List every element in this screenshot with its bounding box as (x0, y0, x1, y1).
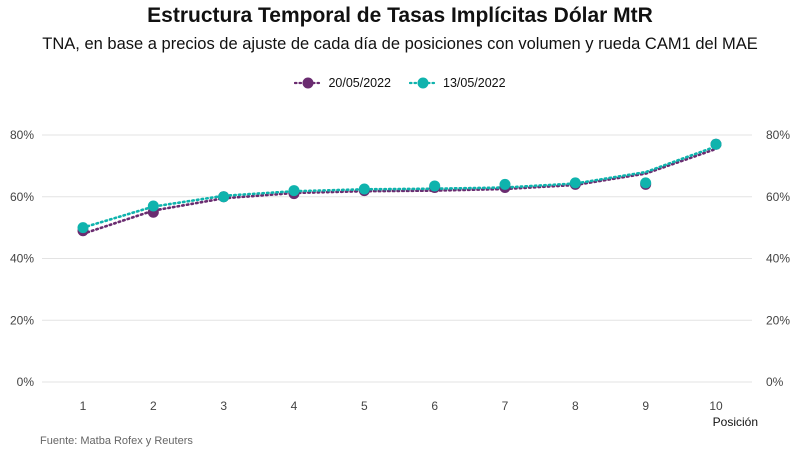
x-tick-label-9: 10 (709, 399, 723, 413)
y-tick-label-right-1: 20% (766, 313, 790, 327)
chart-title: Estructura Temporal de Tasas Implícitas … (147, 4, 653, 27)
legend-item-series-1: 20/05/2022 (294, 75, 391, 91)
legend-label-series-2: 13/05/2022 (443, 76, 506, 90)
series-2-point-10 (710, 138, 722, 150)
source-note: Fuente: Matba Rofex y Reuters (40, 435, 193, 447)
series-2-point-6 (429, 180, 441, 192)
series-2-point-1 (77, 222, 89, 234)
y-tick-label-left-2: 40% (10, 252, 34, 266)
x-tick-label-2: 3 (220, 399, 227, 413)
series-2-point-5 (358, 183, 370, 195)
series-2-point-8 (569, 177, 581, 189)
y-tick-label-right-2: 40% (766, 252, 790, 266)
x-tick-label-0: 1 (80, 399, 87, 413)
x-tick-label-8: 9 (642, 399, 649, 413)
y-tick-label-left-4: 80% (10, 128, 34, 142)
y-tick-label-right-0: 0% (766, 375, 784, 389)
y-tick-label-left-3: 60% (10, 190, 34, 204)
series-line-2 (81, 145, 718, 229)
series-line-1 (81, 147, 718, 236)
x-tick-label-5: 6 (431, 399, 438, 413)
series-2-point-2 (147, 200, 159, 212)
series-2-point-9 (640, 177, 652, 189)
legend-label-series-1: 20/05/2022 (328, 76, 391, 90)
y-tick-label-left-0: 0% (17, 375, 35, 389)
legend: 20/05/2022 13/05/2022 (0, 75, 800, 91)
x-tick-label-6: 7 (502, 399, 509, 413)
chart-subtitle: TNA, en base a precios de ajuste de cada… (42, 35, 758, 53)
legend-marker-series-1 (294, 77, 323, 89)
y-tick-label-left-1: 20% (10, 313, 34, 327)
y-tick-label-right-4: 80% (766, 128, 790, 142)
x-axis-label: Posición (713, 415, 758, 429)
x-tick-label-4: 5 (361, 399, 368, 413)
x-tick-label-3: 4 (291, 399, 298, 413)
series-2-point-3 (218, 191, 230, 203)
x-tick-label-1: 2 (150, 399, 157, 413)
y-tick-label-right-3: 60% (766, 190, 790, 204)
legend-marker-series-2 (409, 77, 437, 89)
legend-item-series-2: 13/05/2022 (409, 75, 506, 91)
x-tick-label-7: 8 (572, 399, 579, 413)
series-2-point-7 (499, 178, 511, 190)
series-2-point-4 (288, 185, 300, 197)
